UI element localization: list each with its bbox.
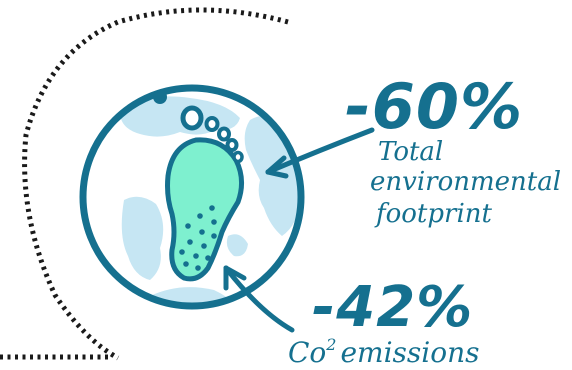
- emissions-label-co: Co: [288, 336, 326, 369]
- emissions-label-rest: emissions: [340, 336, 479, 369]
- footprint-label-line1: Total: [378, 137, 443, 167]
- emissions-label-sup: 2: [325, 335, 336, 354]
- globe-outline: [79, 84, 305, 310]
- arrow-emissions: [223, 265, 295, 333]
- footprint-label-line3: footprint: [374, 199, 493, 229]
- footprint-toe-big: [180, 105, 204, 131]
- emissions-label: Co2 emissions: [288, 335, 480, 369]
- footprint-toe-3: [217, 126, 231, 142]
- footprint-dots: [179, 205, 217, 271]
- globe-dot: [153, 90, 167, 104]
- footprint-icon: [165, 105, 244, 282]
- dotted-arc: [22, 7, 289, 361]
- footprint-toe-4: [225, 138, 239, 152]
- footprint-toe-2: [204, 116, 220, 132]
- footprint-sole: [165, 137, 244, 282]
- footprint-label-line2: environmental: [370, 167, 561, 197]
- arrow-footprint: [265, 127, 375, 179]
- footprint-value: -60%: [345, 70, 523, 143]
- emissions-value: -42%: [312, 275, 473, 340]
- footprint-toe-5: [232, 150, 244, 164]
